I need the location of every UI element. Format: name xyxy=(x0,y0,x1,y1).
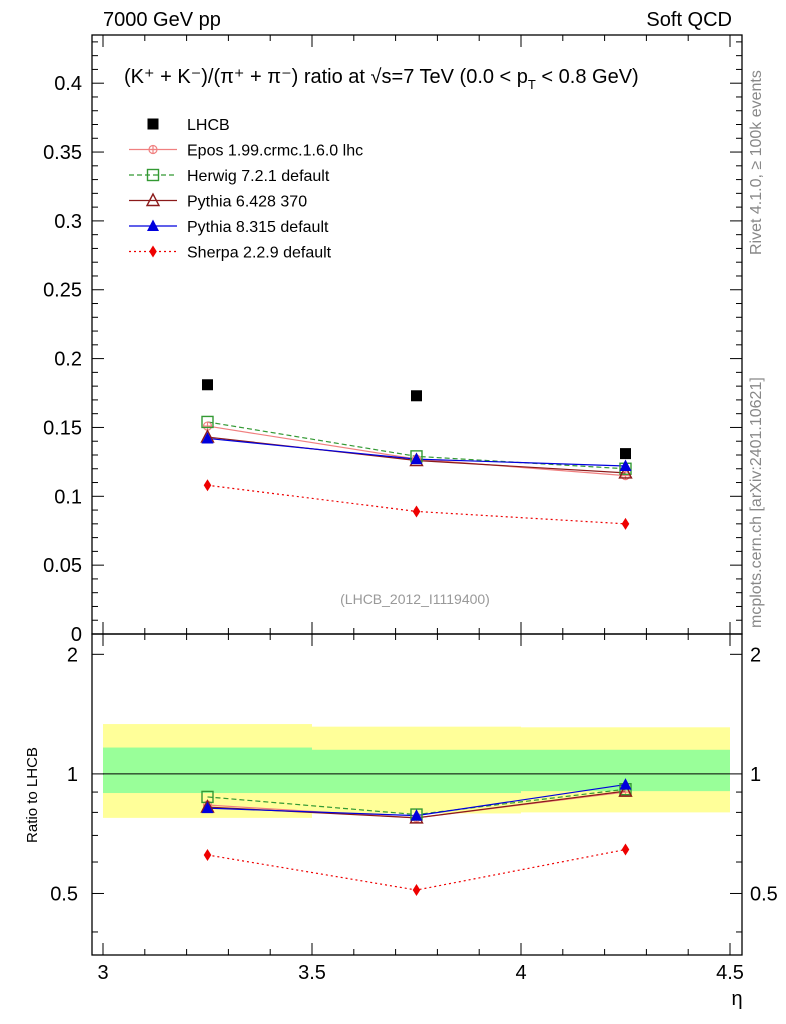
y-tick-label: 0.05 xyxy=(43,555,82,577)
data-point xyxy=(411,390,422,402)
series-point-main xyxy=(410,452,423,465)
series-point-main xyxy=(618,464,633,479)
legend-marker xyxy=(149,245,157,258)
x-tick-label: 4 xyxy=(515,962,526,984)
legend-label: Herwig 7.2.1 default xyxy=(187,168,330,185)
legend-marker xyxy=(147,219,159,231)
data-point xyxy=(620,448,631,460)
chart-text: (K⁺ + K⁻)/(π⁺ + π⁻) ratio at √s=7 TeV (0… xyxy=(124,66,639,607)
legend-label: Sherpa 2.2.9 default xyxy=(187,245,332,262)
header-right: Soft QCD xyxy=(646,9,732,31)
series-point-main xyxy=(620,471,631,481)
series-point-main xyxy=(621,517,630,530)
series-point-ratio xyxy=(412,884,421,897)
legend-label: Epos 1.99.crmc.1.6.0 lhc xyxy=(187,143,363,160)
ratio-band-inner xyxy=(312,749,521,794)
y-tick-label: 0 xyxy=(71,624,82,646)
ratio-panel-frame xyxy=(91,633,743,956)
series-markers xyxy=(200,379,633,897)
series-point-main xyxy=(202,421,213,431)
ratio-y-axis-label: Ratio to LHCB xyxy=(24,747,41,843)
analysis-id-label: (LHCB_2012_I1119400) xyxy=(340,591,490,607)
series-line-ratio xyxy=(207,848,626,891)
y-tick-label: 0.4 xyxy=(54,73,82,95)
legend-label: LHCB xyxy=(187,117,230,134)
ratio-tick-label-right: 1 xyxy=(750,764,761,786)
series-point-main xyxy=(619,459,632,472)
x-tick-label: 4.5 xyxy=(716,962,744,984)
data-point xyxy=(202,379,213,391)
series-point-ratio xyxy=(410,809,423,821)
ratio-tick-label-left: 0.5 xyxy=(50,883,78,905)
legend-label: Pythia 8.315 default xyxy=(187,219,329,236)
legend-marker xyxy=(146,168,160,182)
series-point-main xyxy=(412,505,421,518)
y-tick-label: 0.3 xyxy=(54,211,82,233)
header-left: 7000 GeV pp xyxy=(103,9,221,31)
ratio-band-inner xyxy=(103,747,312,794)
series-point-main xyxy=(201,415,214,429)
axes: 3 3.5 4 4.5 η 0 0.05 0.1 0.15 0.2 0.25 0.3 0.35 0.4 0.… xyxy=(24,34,778,1010)
legend-marker xyxy=(147,118,159,130)
legend-marker xyxy=(145,192,161,207)
y-tick-label: 0.1 xyxy=(54,486,82,508)
series-point-ratio xyxy=(618,783,633,797)
x-tick-label: 3 xyxy=(97,962,108,984)
chart-title: (K⁺ + K⁻)/(π⁺ + π⁻) ratio at √s=7 TeV (0… xyxy=(124,66,639,92)
ratio-tick-label-right: 0.5 xyxy=(750,883,778,905)
ratio-tick-label-left: 1 xyxy=(67,764,78,786)
legend-marker xyxy=(148,144,158,155)
ratio-tick-label-right: 2 xyxy=(750,644,761,666)
y-tick-label: 0.35 xyxy=(43,142,82,164)
legend-label: Pythia 6.428 370 xyxy=(187,194,307,211)
x-tick-label: 3.5 xyxy=(298,962,326,984)
series-point-ratio xyxy=(619,778,632,790)
y-tick-label: 0.25 xyxy=(43,280,82,302)
y-tick-label: 0.2 xyxy=(54,349,82,371)
ratio-tick-label-left: 2 xyxy=(67,644,78,666)
x-axis-label: η xyxy=(731,988,742,1010)
series-point-ratio xyxy=(203,848,212,861)
series-point-main xyxy=(201,431,214,444)
y-tick-label: 0.15 xyxy=(43,417,82,439)
series-point-ratio xyxy=(201,801,214,814)
uncertainty-bands xyxy=(103,724,730,818)
series-point-main xyxy=(203,479,212,492)
series-point-ratio xyxy=(621,843,630,856)
legend: LHCB Epos 1.99.crmc.1.6.0 lhc Herwig 7.2.1… xyxy=(129,117,363,262)
series-line-main xyxy=(207,484,626,525)
